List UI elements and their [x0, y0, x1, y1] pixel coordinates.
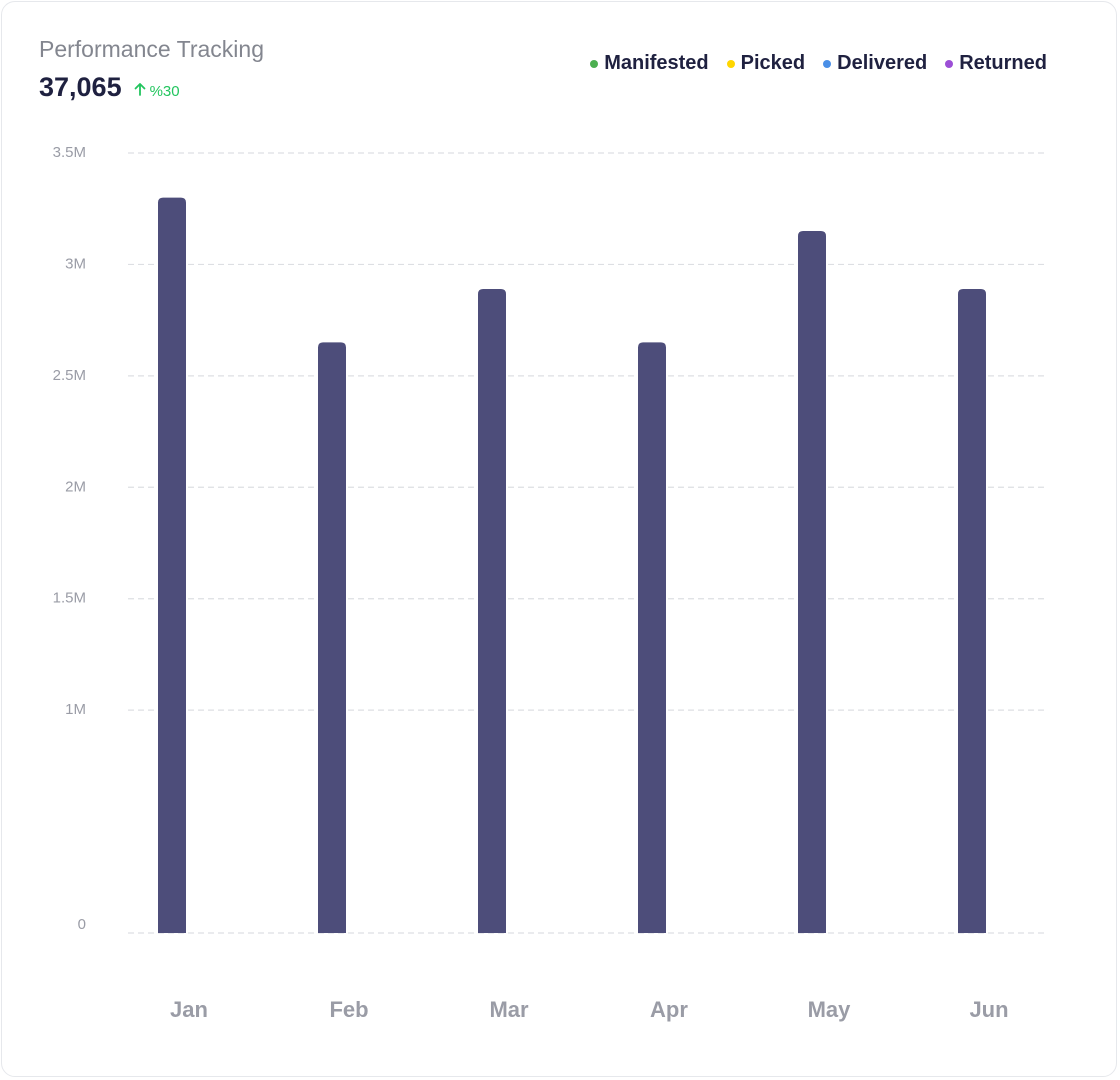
chart-legend: Manifested Picked Delivered Returned	[572, 52, 1047, 75]
metric-change: %30	[134, 82, 180, 100]
x-category-label: Mar	[489, 997, 529, 1022]
bar-jun	[958, 288, 986, 933]
legend-dot-delivered	[823, 59, 832, 68]
bar-may	[798, 231, 826, 933]
legend-label: Manifested	[604, 52, 709, 74]
legend-item-delivered[interactable]: Delivered	[823, 52, 927, 75]
y-tick-label: 1.5M	[53, 590, 86, 607]
x-category-label: Jun	[969, 997, 1008, 1022]
legend-label: Picked	[740, 52, 806, 74]
x-category-label: May	[808, 997, 852, 1022]
arrow-up-icon	[134, 82, 146, 100]
y-tick-label: 2M	[65, 478, 86, 495]
x-category-label: Apr	[650, 997, 688, 1022]
metric-row: 37,065 %30	[39, 72, 180, 103]
y-tick-label: 3M	[65, 255, 86, 272]
y-tick-label: 3.5M	[53, 144, 86, 161]
legend-dot-manifested	[590, 59, 599, 68]
x-category-label: Jan	[170, 997, 208, 1022]
legend-item-picked[interactable]: Picked	[726, 52, 806, 75]
y-tick-label: 1M	[65, 701, 86, 718]
legend-item-returned[interactable]: Returned	[945, 52, 1047, 75]
legend-label: Returned	[959, 52, 1047, 74]
bar-feb	[318, 342, 346, 933]
metric-change-value: %30	[149, 82, 180, 100]
metric-value: 37,065	[39, 72, 122, 102]
legend-item-manifested[interactable]: Manifested	[590, 52, 709, 75]
y-tick-label: 0	[78, 916, 86, 933]
bar-jan	[158, 197, 186, 934]
x-category-label: Feb	[329, 997, 368, 1022]
card-title: Performance Tracking	[39, 36, 264, 62]
y-tick-label: 2.5M	[53, 367, 86, 384]
legend-dot-returned	[945, 59, 954, 68]
bar-mar	[478, 288, 506, 933]
legend-dot-picked	[726, 59, 735, 68]
bar-apr	[638, 342, 666, 933]
legend-label: Delivered	[837, 52, 928, 74]
